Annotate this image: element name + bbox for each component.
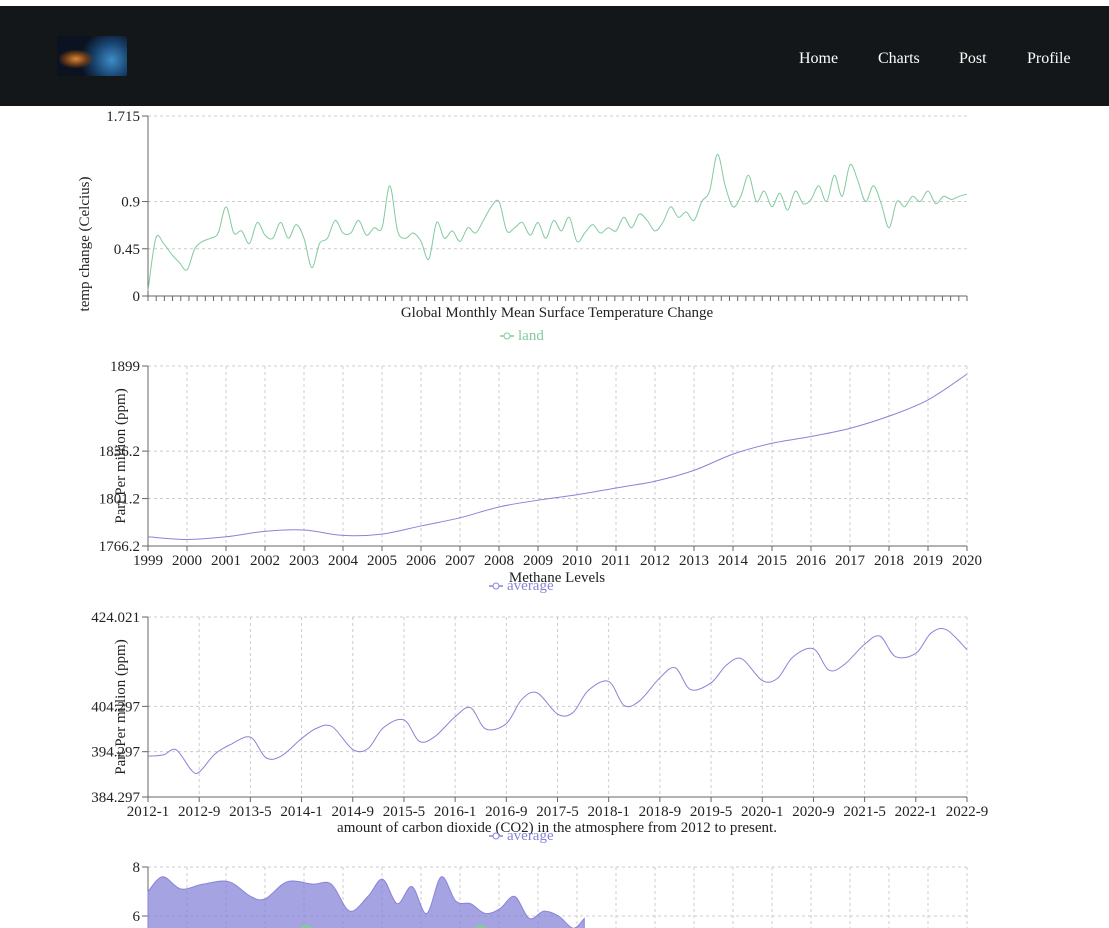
legend-swatch-dot: [492, 832, 500, 840]
x-tick-label: 2014-9: [332, 804, 375, 820]
y-tick-label: 0.9: [121, 195, 140, 211]
x-tick-label: 2018: [874, 553, 904, 569]
x-tick-label: 2019-5: [690, 804, 733, 820]
x-tick-label: 2017-5: [536, 804, 579, 820]
x-tick-label: 2021-5: [843, 804, 886, 820]
x-tick-label: 2012-9: [178, 804, 221, 820]
y-tick-label: 0.45: [114, 242, 140, 258]
x-tick-label: 2016-1: [434, 804, 477, 820]
x-tick-label: 2005: [367, 553, 397, 569]
y-tick-label: 1801.2: [99, 492, 140, 508]
y-tick-label: 384.297: [91, 790, 140, 806]
x-tick-label: 2018-1: [587, 804, 630, 820]
legend-label: average: [507, 578, 554, 594]
legend-label: land: [518, 328, 544, 344]
legend-item-land: land: [500, 328, 544, 344]
area-chart: 68: [133, 860, 968, 928]
x-tick-label: 2015: [757, 553, 787, 569]
temperature-chart: 0 0.45 0.9 1.715 Global Monthly Mean Surface…: [77, 109, 968, 344]
series-line-land: [147, 153, 968, 291]
y-tick-label: 0: [133, 289, 141, 305]
x-tick-label: 2014-1: [280, 804, 323, 820]
series-line-average: [147, 628, 968, 775]
chart-title: amount of carbon dioxide (CO2) in the at…: [337, 820, 777, 836]
x-tick-label: 2008: [484, 553, 514, 569]
y-tick-label: 6: [133, 909, 141, 925]
x-tick-label: 2022-9: [946, 804, 989, 820]
series-area: [147, 876, 585, 928]
co2-chart: 2012-1 2012-9 2013-5 2014-1 2014-9 2015-5 2016…: [91, 610, 989, 844]
nav-link-profile[interactable]: Profile: [1027, 50, 1071, 67]
legend-item-average: average: [489, 828, 554, 844]
top-navbar: Home Charts Post Profile: [0, 6, 1109, 106]
x-tick-label: 2020-1: [741, 804, 784, 820]
x-tick-label: 2012: [640, 553, 670, 569]
y-tick-label: 1766.2: [99, 539, 140, 555]
x-tick-label: 2000: [172, 553, 202, 569]
x-tick-label: 2020: [952, 553, 982, 569]
x-tick-label: 2011: [601, 553, 630, 569]
legend-label: average: [507, 828, 554, 844]
methane-chart: 1999 2000 2001 2002 2003 2004 2005 2006 2007 2008…: [99, 359, 982, 594]
x-tick-label: 2006: [406, 553, 437, 569]
earth-logo-icon[interactable]: [57, 36, 127, 76]
legend-item-average: average: [489, 578, 554, 594]
y-tick-label: 394.297: [91, 745, 140, 761]
city-lights-glow: [59, 50, 93, 68]
x-tick-label: 2016-9: [485, 804, 528, 820]
y-tick-label: 424.021: [91, 610, 140, 626]
x-tick-label: 2016: [796, 553, 827, 569]
x-tick-label: 2003: [289, 553, 319, 569]
y-tick-label: 8: [133, 860, 141, 876]
x-tick-label: 2007: [445, 553, 476, 569]
area-marker: [475, 925, 487, 928]
y-axis-label: temp change (Celcius): [77, 177, 93, 312]
x-tick-label: 2012-1: [127, 804, 170, 820]
legend-swatch-dot: [503, 332, 511, 340]
x-tick-label: 2017: [835, 553, 866, 569]
x-tick-label: 1999: [133, 553, 163, 569]
chart-title: Global Monthly Mean Surface Temperature …: [401, 305, 714, 321]
x-tick-label: 2013: [679, 553, 709, 569]
y-tick-label: 1899: [110, 359, 140, 375]
nav-link-home[interactable]: Home: [799, 50, 839, 67]
x-tick-label: 2013-5: [229, 804, 272, 820]
x-tick-label: 2001: [211, 553, 241, 569]
x-tick-label: 2015-5: [383, 804, 426, 820]
x-tick-label: 2019: [913, 553, 943, 569]
y-tick-label: 1.715: [106, 109, 140, 125]
y-axis-label: Part Per million (ppm): [113, 388, 129, 523]
legend-swatch-dot: [492, 582, 500, 590]
x-tick-label: 2014: [718, 553, 749, 569]
y-tick-label: 404.297: [91, 699, 140, 715]
x-tick-label: 2018-9: [639, 804, 682, 820]
x-tick-label: 2010: [562, 553, 592, 569]
nav-link-post[interactable]: Post: [959, 50, 987, 67]
x-tick-label: 2020-9: [792, 804, 835, 820]
area-marker: [300, 925, 312, 928]
x-tick-label: 2002: [250, 553, 280, 569]
series-line-average: [147, 373, 968, 540]
x-tick-label: 2009: [523, 553, 553, 569]
chart-title: Methane Levels: [509, 570, 605, 586]
nav-link-charts[interactable]: Charts: [878, 50, 920, 67]
x-tick-label: 2004: [328, 553, 359, 569]
y-tick-label: 1836.2: [99, 444, 140, 460]
y-axis-label: Part Per million (ppm): [113, 639, 129, 774]
x-tick-label: 2022-1: [895, 804, 938, 820]
